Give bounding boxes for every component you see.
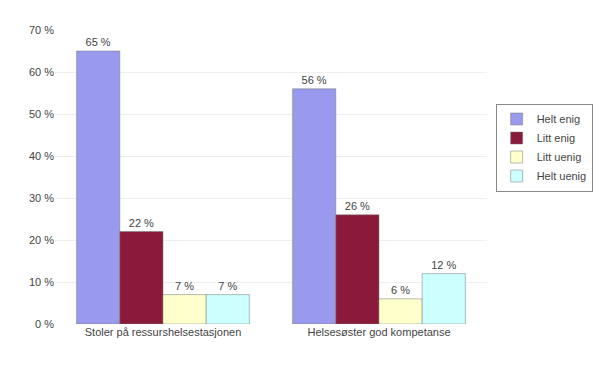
svg-text:Litt uenig: Litt uenig	[537, 151, 582, 163]
svg-text:10 %: 10 %	[29, 276, 54, 288]
svg-text:50 %: 50 %	[29, 108, 54, 120]
svg-text:6 %: 6 %	[391, 284, 410, 296]
svg-text:Stoler på ressurshelsestasjone: Stoler på ressurshelsestasjonen	[85, 326, 242, 338]
svg-text:70 %: 70 %	[29, 24, 54, 36]
svg-text:30 %: 30 %	[29, 192, 54, 204]
svg-text:26 %: 26 %	[345, 200, 370, 212]
svg-text:Litt enig: Litt enig	[537, 132, 576, 144]
svg-text:7 %: 7 %	[175, 280, 194, 292]
svg-text:Helt enig: Helt enig	[537, 113, 580, 125]
svg-text:20 %: 20 %	[29, 234, 54, 246]
svg-text:0 %: 0 %	[35, 318, 54, 330]
svg-text:Helt uenig: Helt uenig	[537, 170, 587, 182]
svg-text:7 %: 7 %	[218, 280, 237, 292]
svg-text:65 %: 65 %	[86, 36, 111, 48]
svg-text:12 %: 12 %	[431, 259, 456, 271]
svg-text:40 %: 40 %	[29, 150, 54, 162]
svg-text:60 %: 60 %	[29, 66, 54, 78]
svg-text:Helsesøster god kompetanse: Helsesøster god kompetanse	[307, 326, 450, 338]
svg-text:56 %: 56 %	[302, 74, 327, 86]
svg-text:22 %: 22 %	[129, 217, 154, 229]
